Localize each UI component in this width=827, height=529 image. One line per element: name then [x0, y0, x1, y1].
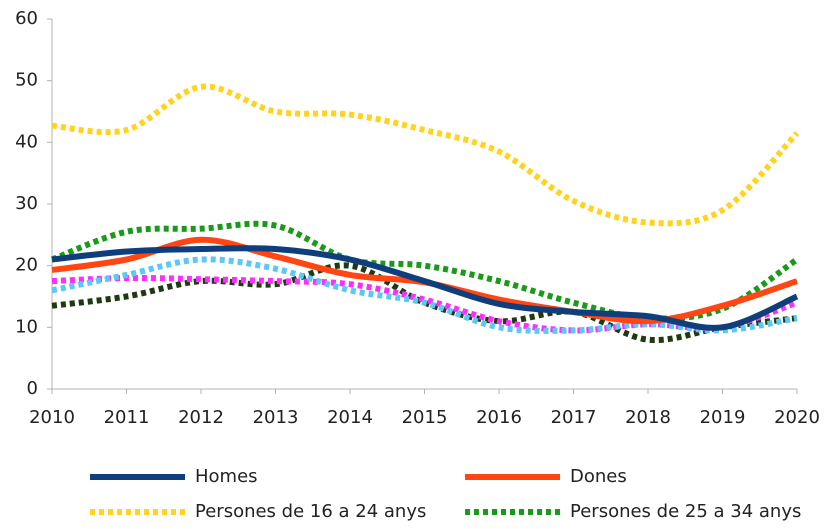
y-tick-label: 20: [15, 255, 38, 276]
series-line: [51, 256, 798, 334]
legend-label: Homes: [195, 466, 258, 487]
series-line: [51, 83, 800, 227]
y-tick-label: 60: [15, 8, 38, 29]
x-tick-label: 2020: [774, 407, 820, 428]
x-tick-label: 2015: [402, 407, 448, 428]
x-tick-label: 2019: [700, 407, 746, 428]
x-tick-label: 2011: [104, 407, 150, 428]
legend-label: Dones: [570, 466, 627, 487]
legend-label: Persones de 16 a 24 anys: [195, 501, 426, 522]
x-tick-label: 2017: [551, 407, 597, 428]
y-tick-label: 30: [15, 193, 38, 214]
x-tick-label: 2016: [476, 407, 522, 428]
x-tick-label: 2014: [327, 407, 373, 428]
legend-label: Persones de 25 a 34 anys: [570, 501, 801, 522]
series-line: [51, 245, 799, 331]
x-tick-label: 2013: [253, 407, 299, 428]
y-tick-label: 10: [15, 316, 38, 337]
y-tick-label: 40: [15, 131, 38, 152]
x-tick-label: 2012: [178, 407, 224, 428]
x-tick-label: 2010: [29, 407, 75, 428]
y-tick-label: 50: [15, 70, 38, 91]
y-tick-label: 0: [27, 378, 38, 399]
x-tick-label: 2018: [625, 407, 671, 428]
